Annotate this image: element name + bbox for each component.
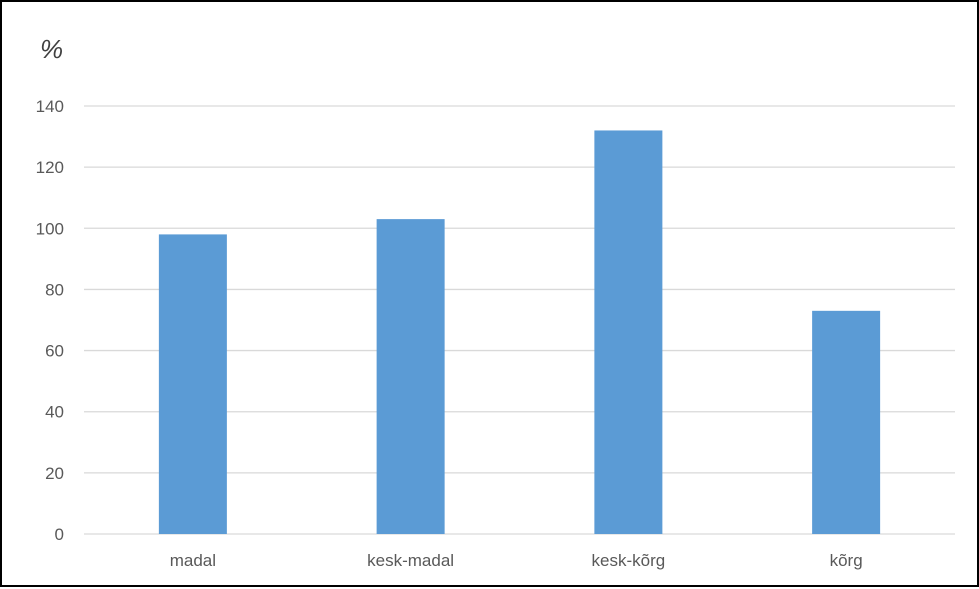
bar-madal bbox=[158, 234, 227, 534]
x-tick-label-madal: madal bbox=[170, 551, 216, 570]
y-tick-label-140: 140 bbox=[36, 97, 64, 116]
x-tick-label-kesk-madal: kesk-madal bbox=[367, 551, 454, 570]
y-tick-label-40: 40 bbox=[45, 403, 64, 422]
gridlines bbox=[84, 105, 955, 535]
y-tick-label-60: 60 bbox=[45, 342, 64, 361]
y-axis-unit-label: % bbox=[40, 34, 63, 64]
y-tick-label-120: 120 bbox=[36, 158, 64, 177]
bar-kesk-kõrg bbox=[594, 130, 663, 534]
bars bbox=[158, 130, 881, 534]
y-axis-tick-labels: 0 20 40 60 80 100 120 140 bbox=[36, 97, 64, 544]
x-tick-label-kesk-kõrg: kesk-kõrg bbox=[592, 551, 666, 570]
x-tick-label-kõrg: kõrg bbox=[830, 551, 863, 570]
y-tick-label-80: 80 bbox=[45, 280, 64, 299]
bar-kesk-madal bbox=[376, 219, 445, 534]
y-tick-label-20: 20 bbox=[45, 464, 64, 483]
bar-kõrg bbox=[812, 310, 881, 534]
y-tick-label-0: 0 bbox=[55, 525, 64, 544]
x-axis-tick-labels: madal kesk-madal kesk-kõrg kõrg bbox=[170, 551, 863, 570]
y-tick-label-100: 100 bbox=[36, 219, 64, 238]
